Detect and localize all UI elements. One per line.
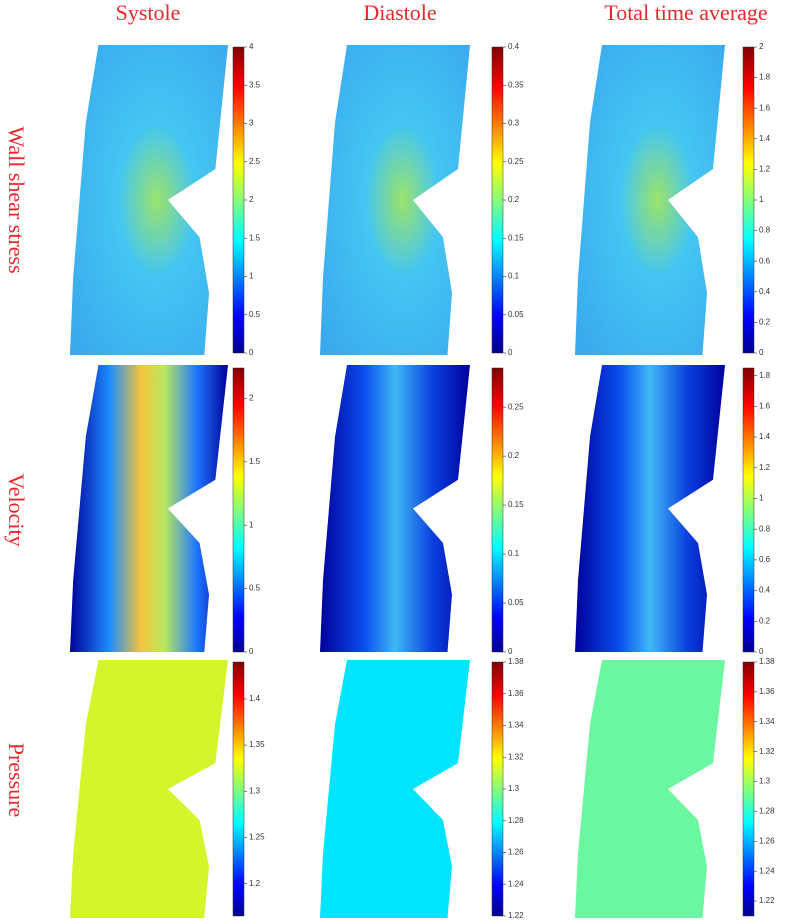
row-title: Velocity (4, 473, 29, 546)
tick-label: 1.25 (249, 833, 265, 842)
colorbar (742, 367, 755, 653)
tick-label: 1.22 (759, 896, 775, 905)
tick-label: 1.6 (759, 401, 771, 410)
colorbar (232, 46, 245, 354)
field-plot (320, 365, 470, 652)
colorbar (491, 46, 504, 354)
tick-label: 0.2 (759, 616, 771, 625)
tick-label: 1 (759, 195, 764, 204)
tick-label: 1.32 (759, 747, 775, 756)
tick-label: 0.3 (508, 119, 520, 128)
tick-label: 0 (508, 647, 513, 656)
tick-label: 1.38 (759, 657, 775, 666)
field-plot (575, 660, 725, 918)
row-title: Wall shear stress (4, 126, 29, 273)
tick-label: 1.28 (759, 807, 775, 816)
tick-label: 0.4 (759, 287, 771, 296)
tick-label: 0.05 (508, 310, 524, 319)
tick-label: 2.5 (249, 157, 261, 166)
tick-label: 1.2 (759, 165, 771, 174)
tick-label: 0.4 (759, 586, 771, 595)
column-title: Diastole (363, 0, 436, 25)
tick-label: 0.35 (508, 80, 524, 89)
field-plot (575, 365, 725, 652)
tick-label: 1 (249, 520, 254, 529)
tick-label: 2 (249, 195, 254, 204)
tick-label: 1.6 (759, 103, 771, 112)
field-plot (320, 660, 470, 918)
tick-label: 1.26 (759, 836, 775, 845)
colorbar (742, 46, 755, 354)
tick-label: 1.34 (508, 721, 524, 730)
tick-label: 0.1 (508, 272, 520, 281)
tick-label: 0.8 (759, 226, 771, 235)
tick-label: 2 (759, 42, 764, 51)
field-plot (70, 365, 228, 652)
colorbar (491, 661, 504, 917)
tick-label: 1.3 (759, 777, 771, 786)
field-plot (70, 660, 228, 918)
tick-label: 3 (249, 119, 254, 128)
tick-label: 0.6 (759, 555, 771, 564)
tick-label: 1.4 (759, 432, 771, 441)
tick-label: 2 (249, 394, 254, 403)
tick-label: 0.2 (508, 195, 520, 204)
tick-label: 1.32 (508, 752, 524, 761)
tick-label: 0.5 (249, 584, 261, 593)
tick-label: 1.24 (508, 879, 524, 888)
tick-label: 0 (249, 348, 254, 357)
tick-label: 0.25 (508, 402, 524, 411)
tick-label: 0.8 (759, 524, 771, 533)
tick-label: 1.34 (759, 717, 775, 726)
tick-label: 0.05 (508, 598, 524, 607)
tick-label: 0 (508, 348, 513, 357)
column-title: Total time average (604, 0, 767, 25)
tick-label: 1.8 (759, 371, 771, 380)
colorbar (232, 367, 245, 653)
tick-label: 0.6 (759, 256, 771, 265)
colorbar (742, 661, 755, 917)
tick-label: 0.2 (508, 451, 520, 460)
tick-label: 1.24 (759, 866, 775, 875)
tick-label: 1.36 (759, 687, 775, 696)
tick-label: 0.25 (508, 157, 524, 166)
tick-label: 0.1 (508, 549, 520, 558)
tick-label: 0 (759, 348, 764, 357)
row-title: Pressure (4, 743, 29, 818)
tick-label: 1.8 (759, 73, 771, 82)
colorbar (491, 367, 504, 653)
tick-label: 0 (759, 647, 764, 656)
tick-label: 3.5 (249, 80, 261, 89)
field-plot (575, 45, 725, 355)
tick-label: 1.38 (508, 657, 524, 666)
tick-label: 1 (759, 494, 764, 503)
tick-label: 1.3 (508, 784, 520, 793)
tick-label: 1.5 (249, 233, 261, 242)
tick-label: 1.2 (759, 463, 771, 472)
tick-label: 1.4 (249, 694, 261, 703)
colorbar (232, 661, 245, 917)
tick-label: 1.22 (508, 911, 524, 920)
tick-label: 1.28 (508, 816, 524, 825)
tick-label: 0.5 (249, 310, 261, 319)
tick-label: 0 (249, 647, 254, 656)
field-plot (320, 45, 470, 355)
tick-label: 1.4 (759, 134, 771, 143)
field-plot (70, 45, 228, 355)
tick-label: 4 (249, 42, 254, 51)
tick-label: 1 (249, 272, 254, 281)
column-title: Systole (116, 0, 181, 25)
tick-label: 1.36 (508, 689, 524, 698)
tick-label: 1.5 (249, 457, 261, 466)
tick-label: 1.3 (249, 786, 261, 795)
tick-label: 1.35 (249, 740, 265, 749)
tick-label: 0.4 (508, 42, 520, 51)
tick-label: 1.26 (508, 848, 524, 857)
tick-label: 0.15 (508, 233, 524, 242)
tick-label: 0.2 (759, 318, 771, 327)
tick-label: 0.15 (508, 500, 524, 509)
tick-label: 1.2 (249, 879, 261, 888)
